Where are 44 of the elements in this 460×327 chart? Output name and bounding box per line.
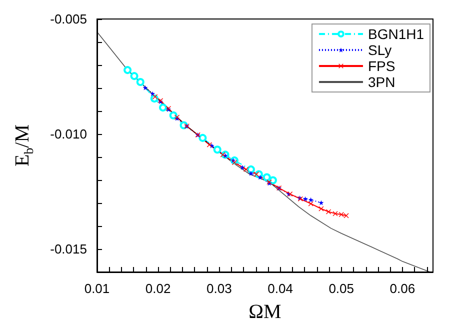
x-tick-label: 0.04 — [268, 281, 293, 296]
legend-label: FPS — [368, 58, 396, 74]
point — [213, 146, 222, 154]
point — [158, 104, 167, 112]
point — [130, 72, 138, 80]
point — [302, 196, 308, 202]
y-tick-label: -0.015 — [50, 242, 87, 256]
point — [338, 212, 344, 217]
point — [169, 111, 178, 120]
legend-label: 3PN — [368, 74, 396, 90]
legend-label: BGN1H1 — [368, 26, 424, 42]
x-tick-label: 0.03 — [206, 281, 232, 296]
point — [254, 172, 259, 177]
x-tick-label: 0.06 — [390, 281, 416, 296]
point — [152, 94, 158, 100]
point — [262, 173, 271, 182]
point — [318, 200, 324, 206]
point — [124, 66, 132, 74]
point — [240, 164, 245, 170]
y-tick-label: -0.005 — [50, 12, 87, 26]
x-tick-label: 0.02 — [145, 281, 171, 296]
point — [308, 197, 314, 202]
point — [232, 160, 237, 166]
y-tick-label: -0.010 — [50, 126, 87, 142]
point — [198, 134, 207, 142]
point — [248, 170, 254, 176]
point — [136, 78, 144, 86]
x-axis-title: ΩM — [248, 301, 282, 323]
point — [244, 166, 249, 172]
x-tick-label: 0.01 — [84, 281, 110, 296]
point — [142, 85, 148, 90]
point — [326, 209, 332, 214]
point — [246, 165, 255, 174]
point — [308, 201, 314, 206]
point — [318, 206, 324, 212]
point — [258, 174, 263, 180]
point — [344, 213, 349, 218]
point — [268, 176, 277, 184]
point — [220, 152, 226, 158]
point — [332, 211, 338, 216]
point — [206, 142, 212, 148]
y-axis-title: Eb/M — [12, 124, 36, 167]
legend-label: SLy — [368, 42, 392, 58]
x-tick-label: 0.05 — [328, 281, 354, 296]
